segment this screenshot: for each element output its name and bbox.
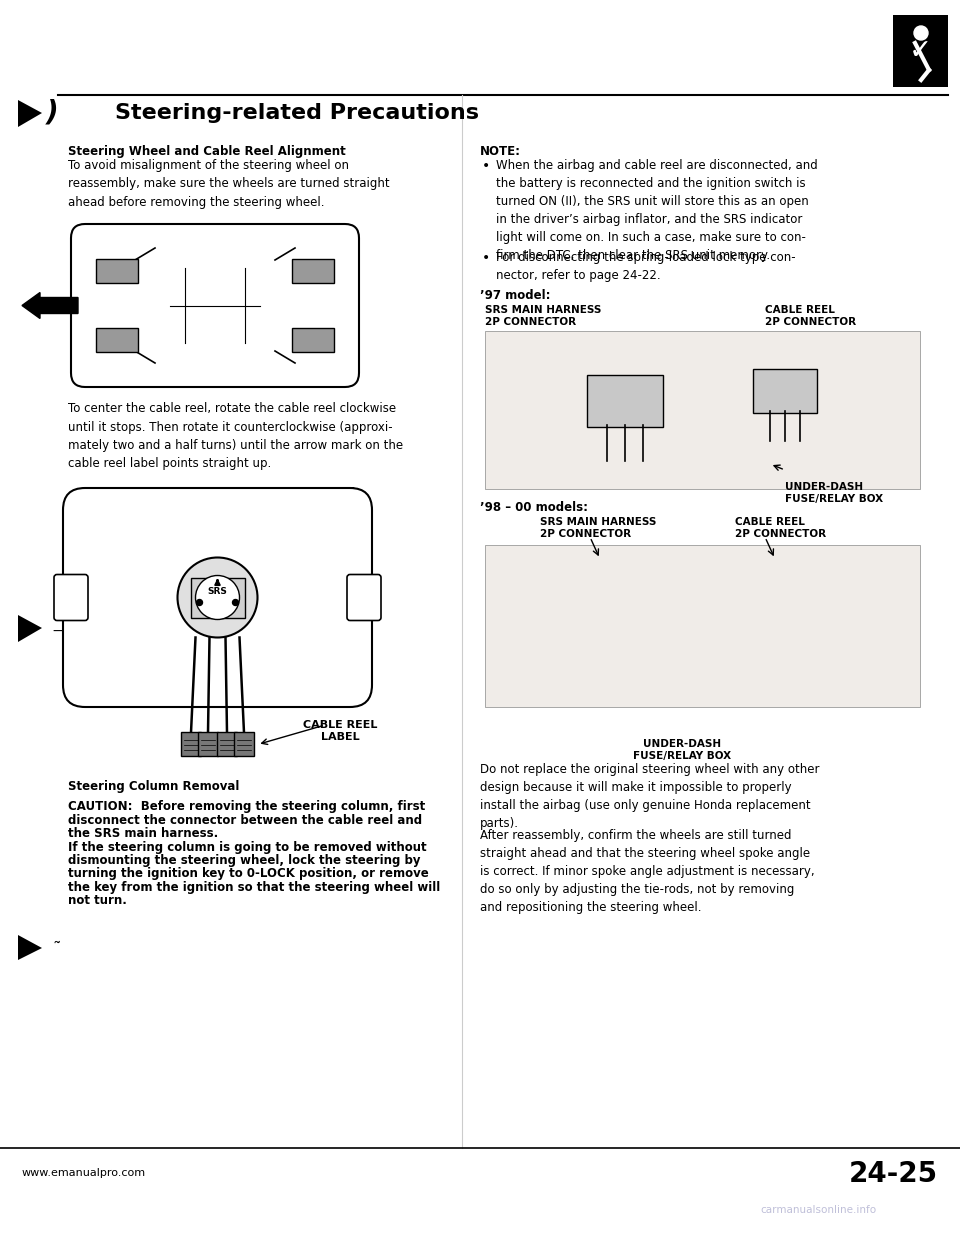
Text: ˜: ˜ <box>52 941 60 959</box>
Text: Do not replace the original steering wheel with any other
design because it will: Do not replace the original steering whe… <box>480 763 820 830</box>
Polygon shape <box>18 615 42 642</box>
Text: SRS: SRS <box>207 587 228 596</box>
Text: To avoid misalignment of the steering wheel on
reassembly, make sure the wheels : To avoid misalignment of the steering wh… <box>68 159 390 209</box>
Text: UNDER-DASH
FUSE/RELAY BOX: UNDER-DASH FUSE/RELAY BOX <box>785 482 883 504</box>
Text: •: • <box>482 251 491 265</box>
Text: •: • <box>482 159 491 173</box>
FancyBboxPatch shape <box>587 375 663 427</box>
Polygon shape <box>18 101 42 127</box>
FancyBboxPatch shape <box>96 328 138 351</box>
FancyBboxPatch shape <box>753 369 817 414</box>
Circle shape <box>232 600 238 606</box>
FancyBboxPatch shape <box>96 260 138 283</box>
Text: 24-25: 24-25 <box>849 1160 938 1189</box>
FancyBboxPatch shape <box>63 488 372 707</box>
Text: Steering Column Removal: Steering Column Removal <box>68 780 239 792</box>
Text: For disconnecting the spring-loaded lock type con-
nector, refer to page 24-22.: For disconnecting the spring-loaded lock… <box>496 251 796 282</box>
Text: NOTE:: NOTE: <box>480 145 521 158</box>
Text: After reassembly, confirm the wheels are still turned
straight ahead and that th: After reassembly, confirm the wheels are… <box>480 828 815 914</box>
FancyBboxPatch shape <box>54 575 88 621</box>
FancyBboxPatch shape <box>234 732 254 755</box>
Text: UNDER-DASH
FUSE/RELAY BOX: UNDER-DASH FUSE/RELAY BOX <box>634 739 732 761</box>
FancyBboxPatch shape <box>485 332 920 489</box>
Text: CABLE REEL
2P CONNECTOR: CABLE REEL 2P CONNECTOR <box>735 517 827 539</box>
Text: carmanualsonline.info: carmanualsonline.info <box>760 1205 876 1215</box>
Text: Steering-related Precautions: Steering-related Precautions <box>115 103 479 123</box>
FancyBboxPatch shape <box>292 260 334 283</box>
Text: ’98 – 00 models:: ’98 – 00 models: <box>480 501 588 514</box>
Text: dismounting the steering wheel, lock the steering by: dismounting the steering wheel, lock the… <box>68 854 420 867</box>
Text: To center the cable reel, rotate the cable reel clockwise
until it stops. Then r: To center the cable reel, rotate the cab… <box>68 402 403 471</box>
Circle shape <box>914 26 928 40</box>
Text: www.emanualpro.com: www.emanualpro.com <box>22 1167 146 1177</box>
FancyBboxPatch shape <box>347 575 381 621</box>
FancyBboxPatch shape <box>217 732 237 755</box>
FancyBboxPatch shape <box>198 732 218 755</box>
Text: disconnect the connector between the cable reel and: disconnect the connector between the cab… <box>68 814 422 826</box>
FancyBboxPatch shape <box>292 328 334 351</box>
Text: —: — <box>52 625 65 638</box>
Text: ’97 model:: ’97 model: <box>480 289 550 302</box>
Text: ARROW MARK: ARROW MARK <box>267 487 355 497</box>
Circle shape <box>178 558 257 637</box>
Text: CAUTION:  Before removing the steering column, first: CAUTION: Before removing the steering co… <box>68 800 425 814</box>
FancyBboxPatch shape <box>893 15 948 87</box>
Text: turning the ignition key to 0-LOCK position, or remove: turning the ignition key to 0-LOCK posit… <box>68 867 429 881</box>
Text: If the steering column is going to be removed without: If the steering column is going to be re… <box>68 841 426 853</box>
Text: ✓: ✓ <box>909 37 932 65</box>
Text: Steering Wheel and Cable Reel Alignment: Steering Wheel and Cable Reel Alignment <box>68 145 346 158</box>
FancyBboxPatch shape <box>190 578 245 617</box>
FancyBboxPatch shape <box>181 732 201 755</box>
Text: CABLE REEL
LABEL: CABLE REEL LABEL <box>302 720 377 743</box>
Text: When the airbag and cable reel are disconnected, and
the battery is reconnected : When the airbag and cable reel are disco… <box>496 159 818 262</box>
FancyBboxPatch shape <box>485 545 920 707</box>
Text: not turn.: not turn. <box>68 894 127 908</box>
Polygon shape <box>18 935 42 960</box>
Text: ): ) <box>46 99 59 127</box>
FancyArrow shape <box>22 293 78 318</box>
Circle shape <box>197 600 203 606</box>
Text: SRS MAIN HARNESS
2P CONNECTOR: SRS MAIN HARNESS 2P CONNECTOR <box>540 517 657 539</box>
FancyBboxPatch shape <box>71 224 359 388</box>
Text: SRS MAIN HARNESS
2P CONNECTOR: SRS MAIN HARNESS 2P CONNECTOR <box>485 306 601 328</box>
Text: the key from the ignition so that the steering wheel will: the key from the ignition so that the st… <box>68 881 441 894</box>
Text: CABLE REEL
2P CONNECTOR: CABLE REEL 2P CONNECTOR <box>765 306 856 328</box>
Circle shape <box>196 575 239 620</box>
Text: the SRS main harness.: the SRS main harness. <box>68 827 218 840</box>
